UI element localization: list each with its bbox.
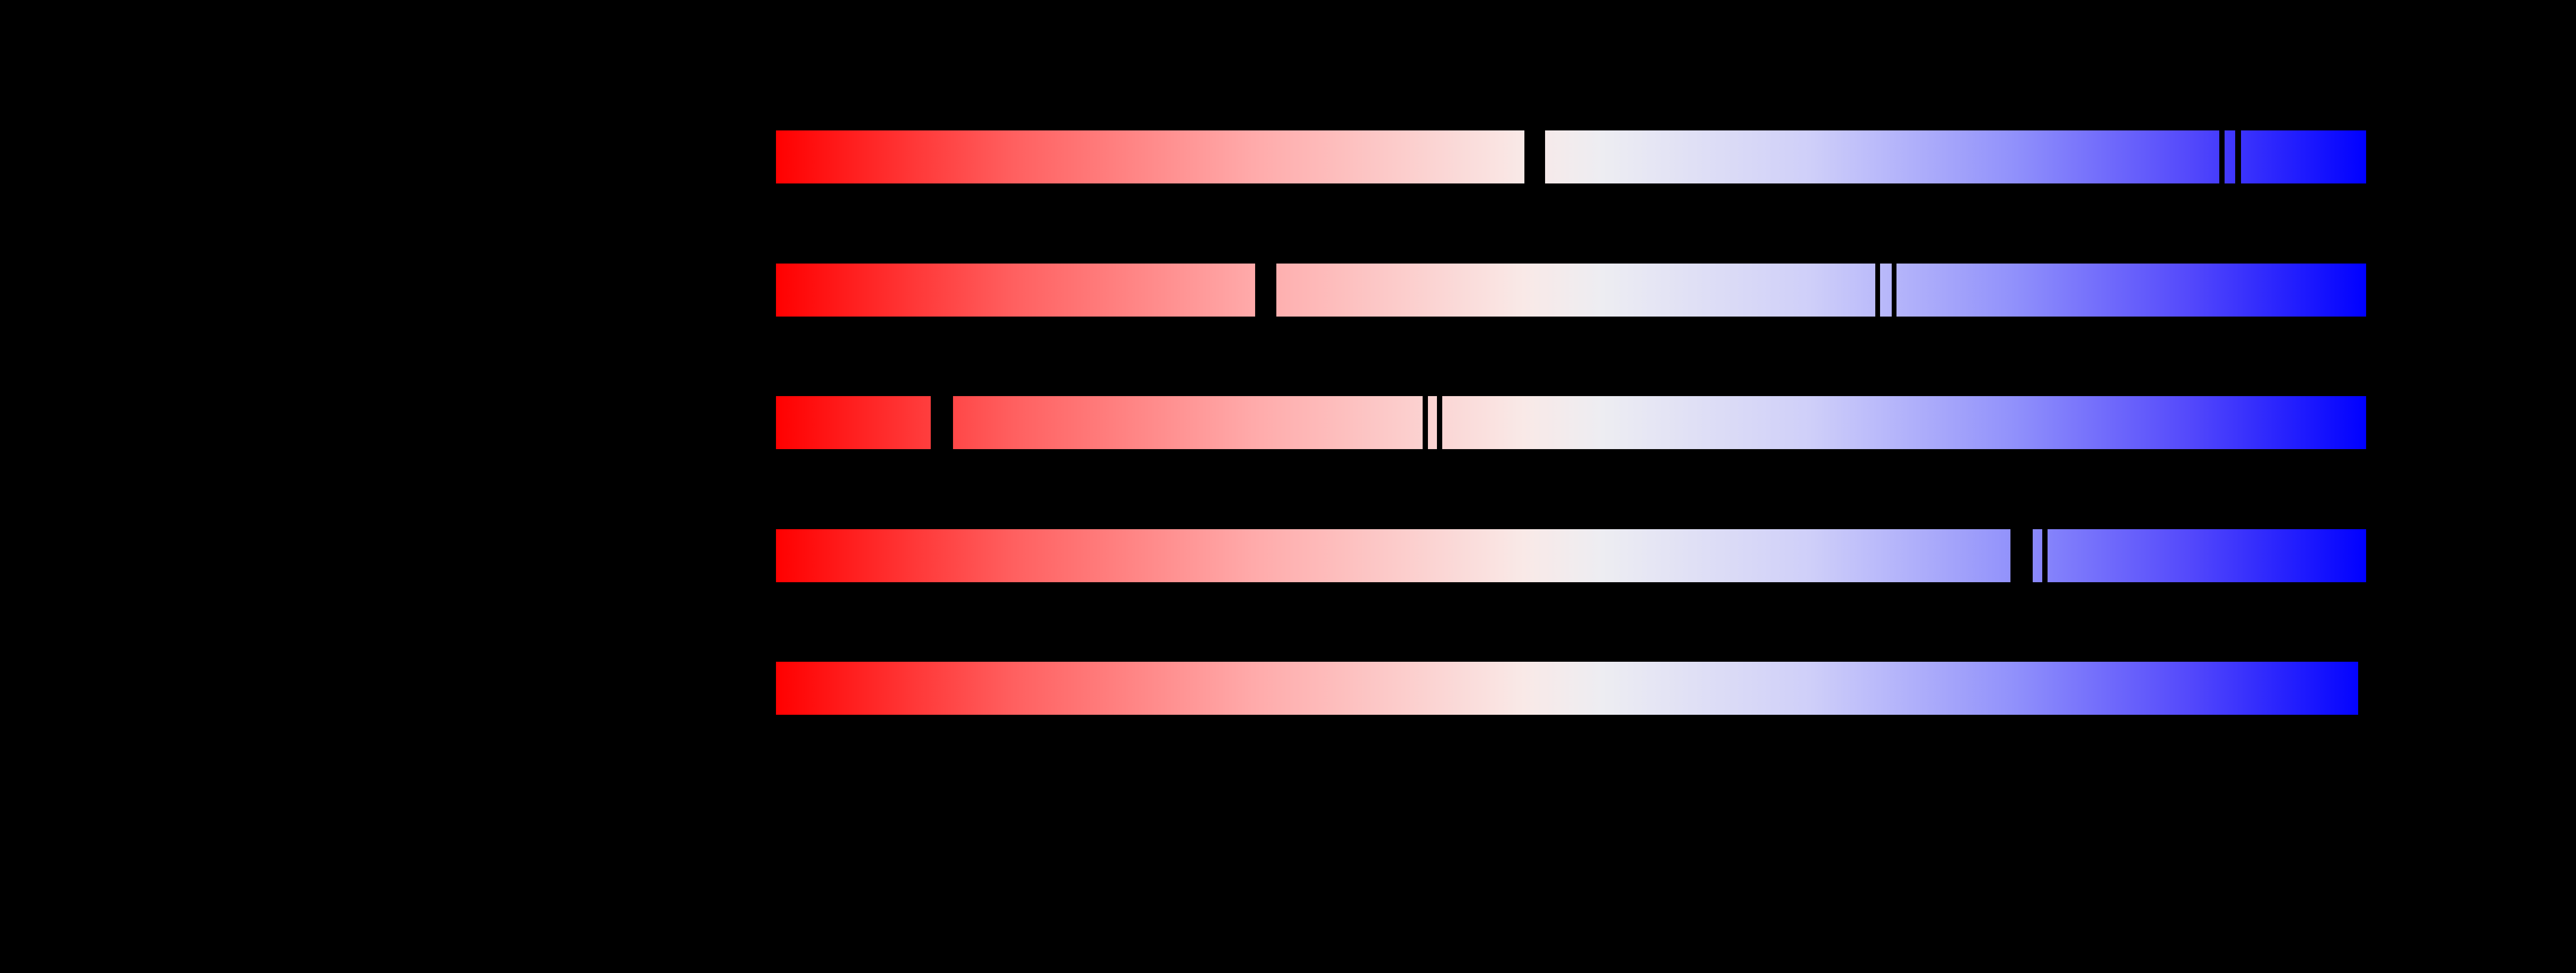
bar-marker-line <box>2235 130 2241 184</box>
bar-gap-break <box>1255 263 1276 317</box>
bar-marker-line <box>1437 396 1442 450</box>
bar-gap-break <box>931 396 953 450</box>
gradient-bar-row-4 <box>776 529 2366 583</box>
gradient-bar-row-2 <box>776 263 2366 317</box>
bar-gap-break <box>1524 130 1545 184</box>
bar-marker-line <box>2219 130 2225 184</box>
bar-marker-line <box>1423 396 1428 450</box>
gradient-bar-row-3 <box>776 396 2366 450</box>
bar-gap-break <box>2010 529 2033 583</box>
bar-marker-line <box>1892 263 1896 317</box>
gradient-bar-row-1 <box>776 130 2366 184</box>
bar-marker-line <box>1875 263 1880 317</box>
bar-marker-line <box>2042 529 2048 583</box>
gradient-bar-row-5 <box>776 662 2358 715</box>
